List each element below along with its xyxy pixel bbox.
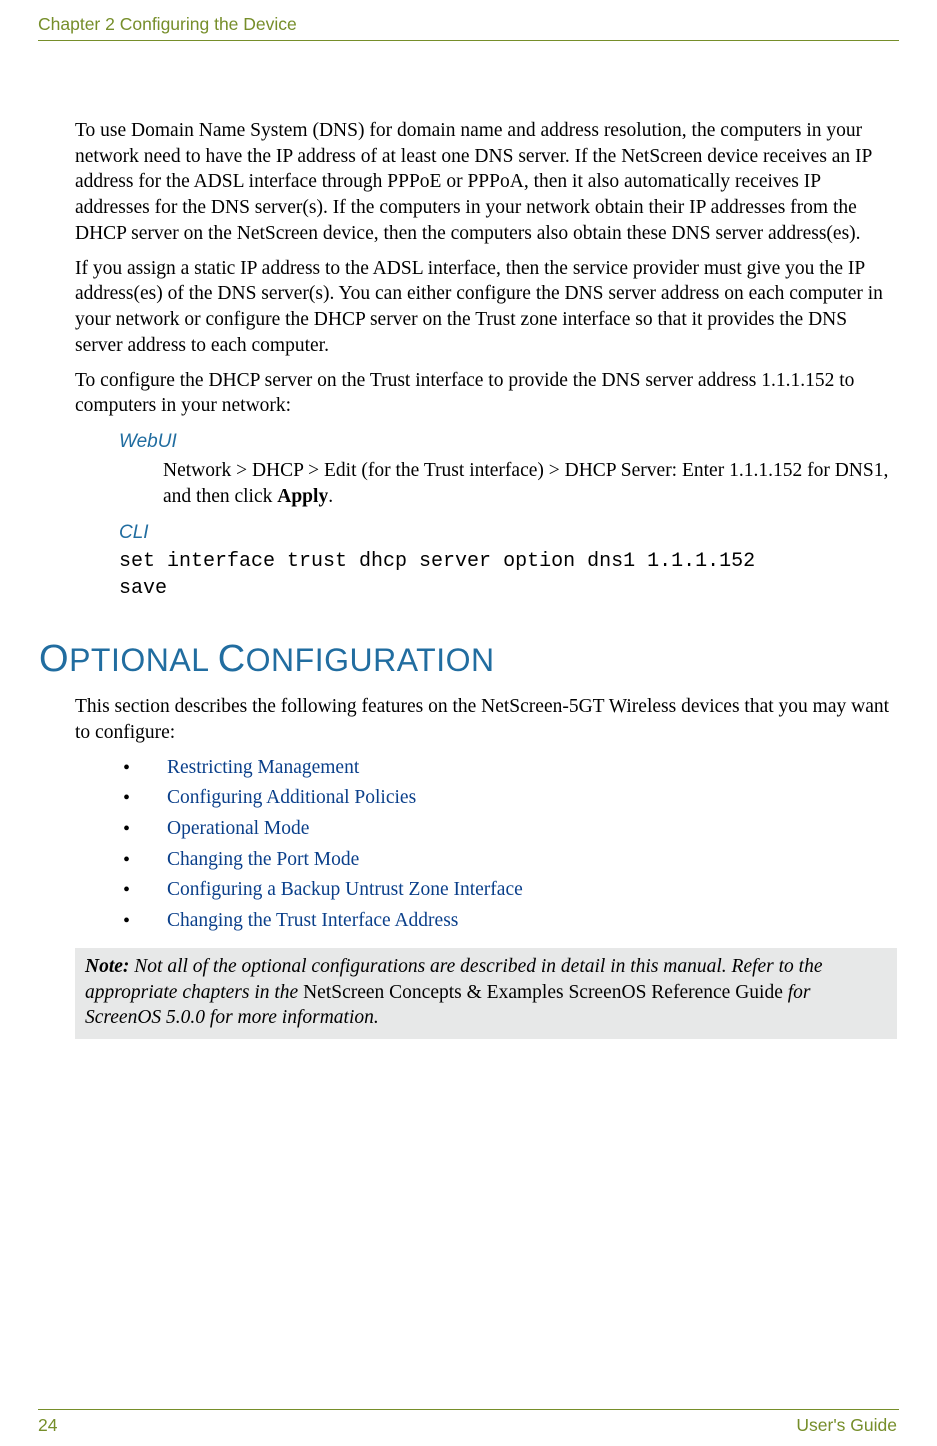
note-lead: Note: bbox=[85, 956, 129, 977]
list-item: Changing the Trust Interface Address bbox=[123, 908, 897, 934]
cli-command-line-2: save bbox=[119, 576, 897, 602]
paragraph-configure-dhcp: To configure the DHCP server on the Trus… bbox=[75, 368, 897, 419]
webui-instructions: Network > DHCP > Edit (for the Trust int… bbox=[163, 458, 897, 509]
link-changing-trust-interface-address[interactable]: Changing the Trust Interface Address bbox=[167, 910, 458, 931]
footer-rule bbox=[38, 1409, 899, 1410]
note-text-reference-title: NetScreen Concepts & Examples ScreenOS R… bbox=[303, 982, 783, 1003]
note-box: Note: Not all of the optional configurat… bbox=[75, 948, 897, 1039]
section-intro: This section describes the following fea… bbox=[75, 694, 897, 745]
footer-guide-label: User's Guide bbox=[796, 1415, 897, 1436]
running-header: Chapter 2 Configuring the Device bbox=[38, 14, 297, 35]
list-item: Restricting Management bbox=[123, 755, 897, 781]
webui-heading: WebUI bbox=[119, 429, 897, 454]
link-changing-port-mode[interactable]: Changing the Port Mode bbox=[167, 849, 359, 870]
webui-apply-bold: Apply bbox=[277, 486, 328, 507]
webui-text-post: . bbox=[328, 486, 333, 507]
link-configuring-backup-untrust[interactable]: Configuring a Backup Untrust Zone Interf… bbox=[167, 879, 523, 900]
paragraph-static-ip: If you assign a static IP address to the… bbox=[75, 256, 897, 359]
list-item: Configuring Additional Policies bbox=[123, 785, 897, 811]
list-item: Configuring a Backup Untrust Zone Interf… bbox=[123, 877, 897, 903]
link-restricting-management[interactable]: Restricting Management bbox=[167, 757, 359, 778]
list-item: Operational Mode bbox=[123, 816, 897, 842]
feature-bullet-list: Restricting Management Configuring Addit… bbox=[123, 755, 897, 934]
header-rule bbox=[38, 40, 899, 41]
link-operational-mode[interactable]: Operational Mode bbox=[167, 818, 309, 839]
page: Chapter 2 Configuring the Device To use … bbox=[0, 0, 937, 1446]
webui-text-pre: Network > DHCP > Edit (for the Trust int… bbox=[163, 460, 888, 507]
section-heading-optional-configuration: OPTIONAL CONFIGURATION bbox=[39, 634, 897, 684]
page-content: To use Domain Name System (DNS) for doma… bbox=[75, 118, 897, 1039]
link-configuring-additional-policies[interactable]: Configuring Additional Policies bbox=[167, 787, 416, 808]
list-item: Changing the Port Mode bbox=[123, 847, 897, 873]
cli-heading: CLI bbox=[119, 520, 897, 545]
footer-page-number: 24 bbox=[38, 1415, 57, 1436]
cli-command-line-1: set interface trust dhcp server option d… bbox=[119, 549, 897, 575]
paragraph-dns-intro: To use Domain Name System (DNS) for doma… bbox=[75, 118, 897, 247]
